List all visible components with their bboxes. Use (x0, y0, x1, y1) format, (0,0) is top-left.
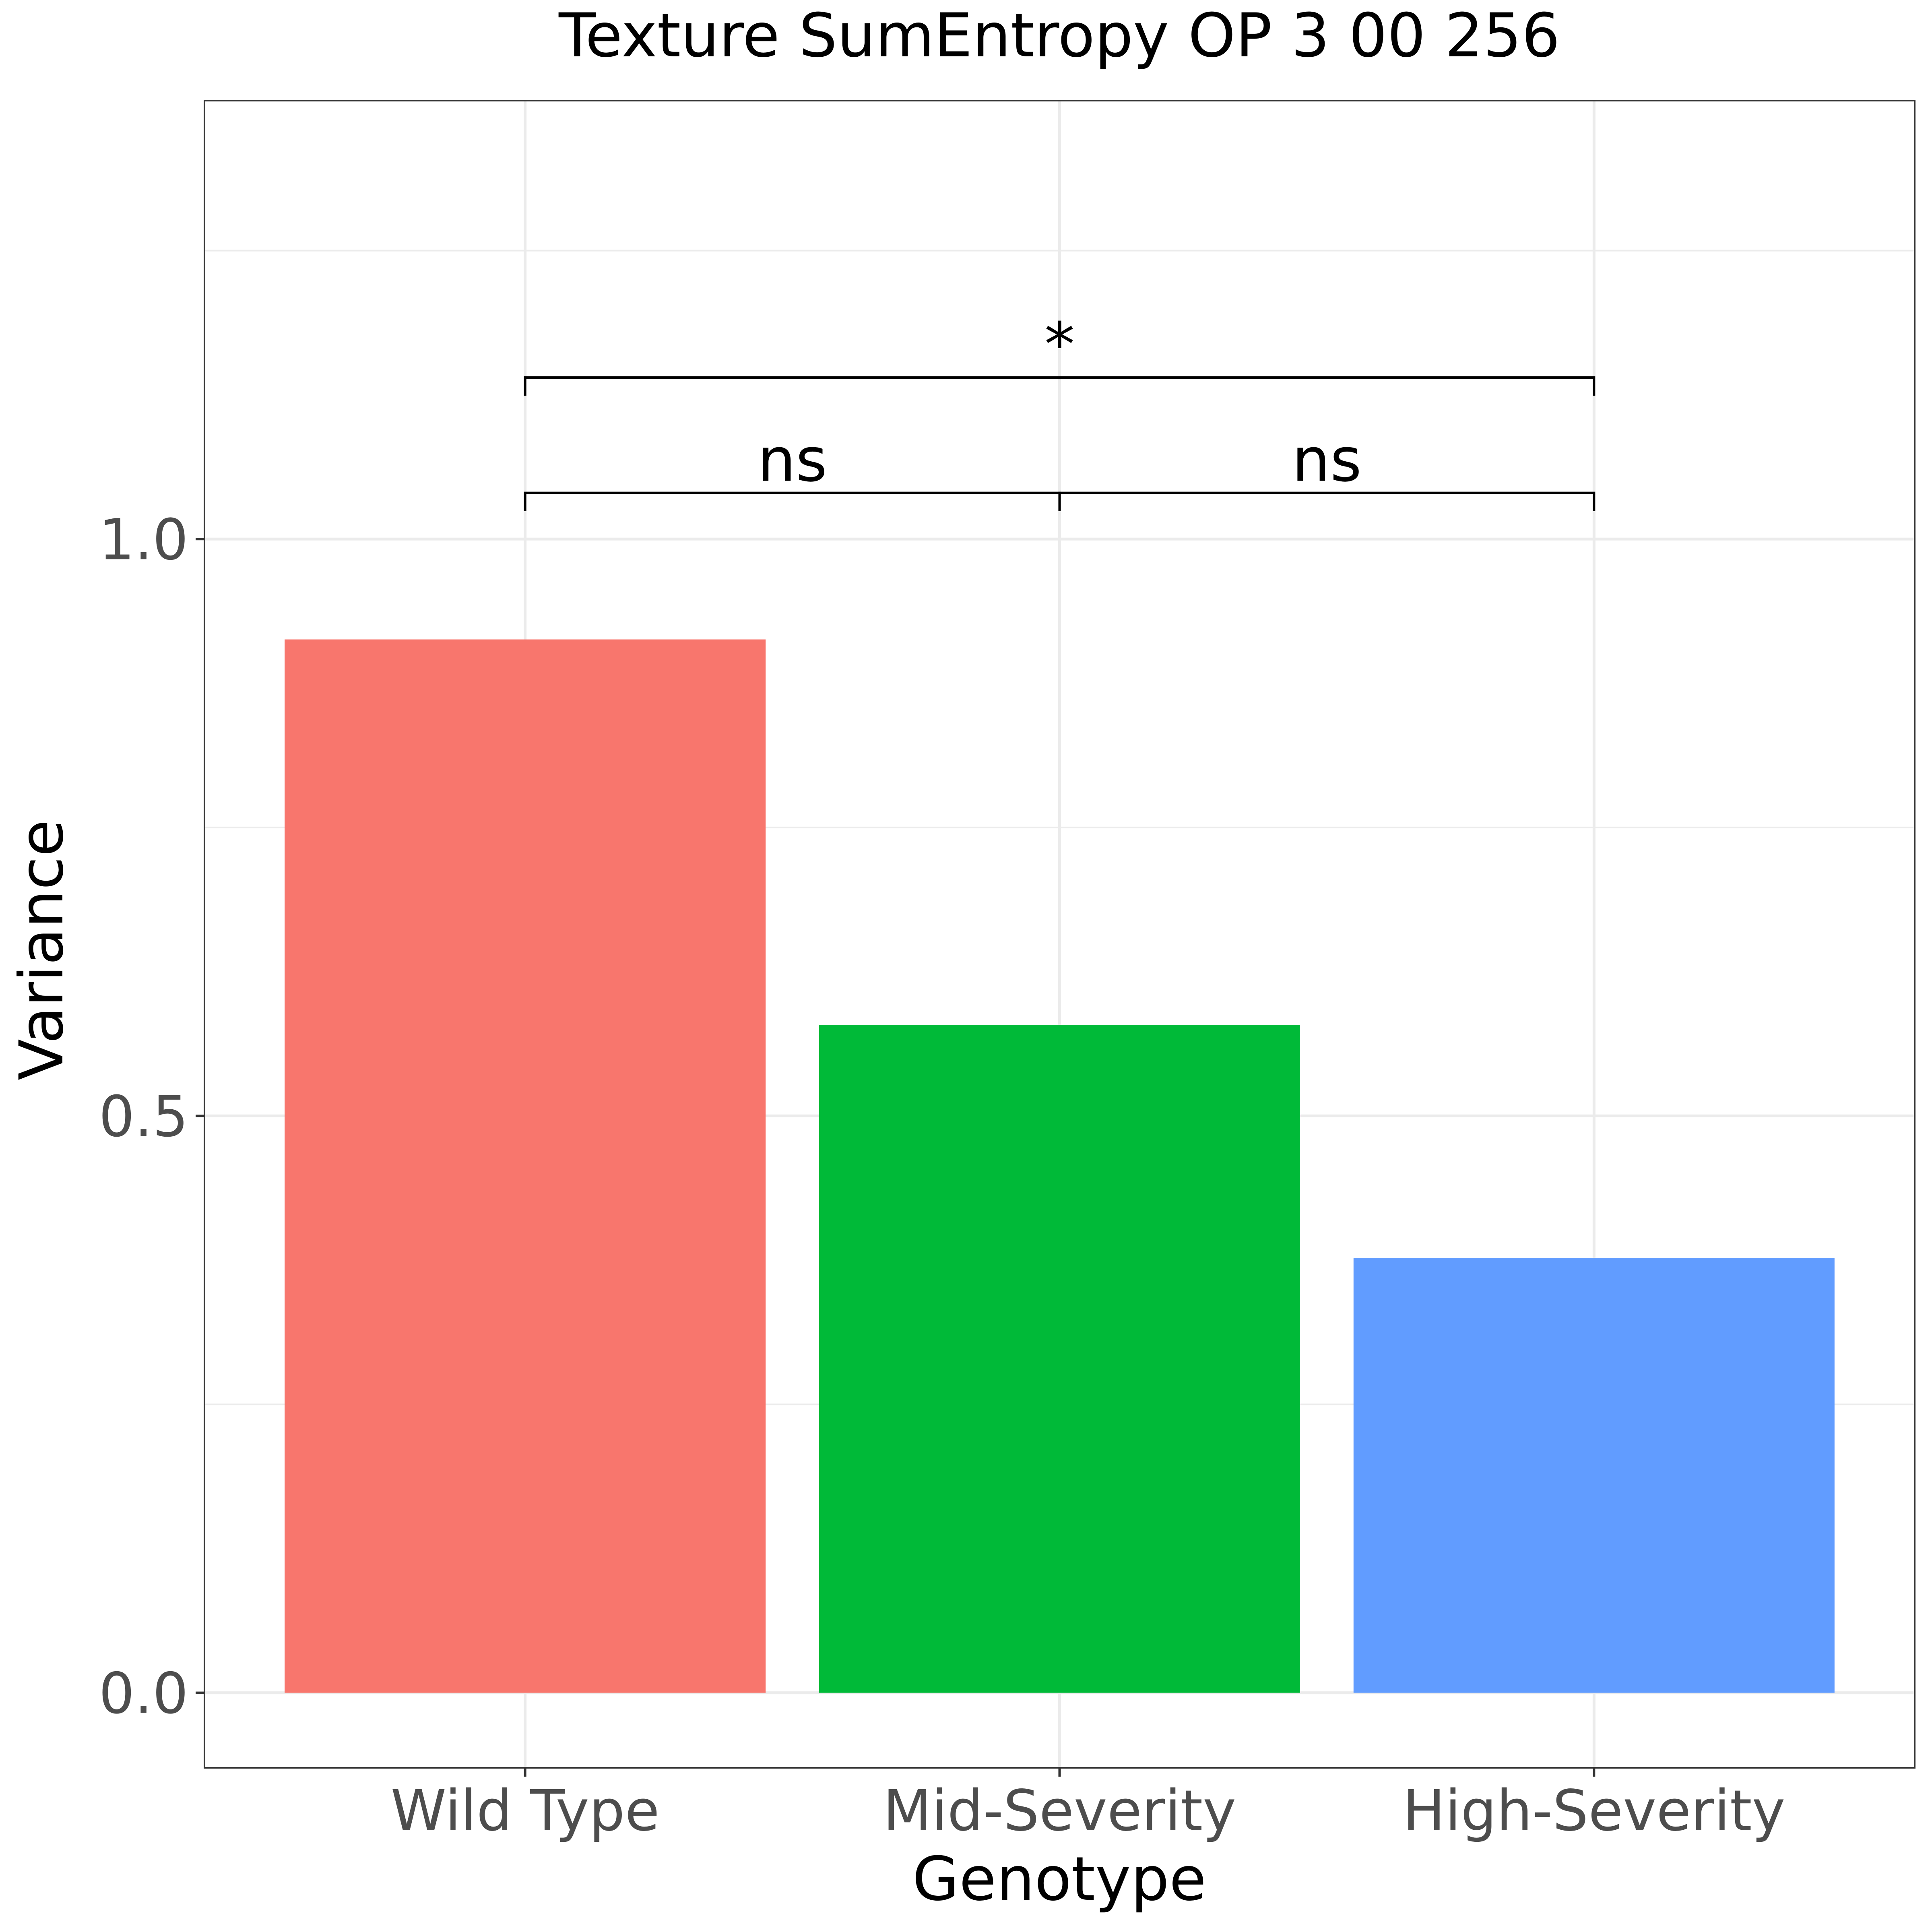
x-tick-label: High-Severity (1403, 1778, 1785, 1844)
significance-label: ns (1292, 425, 1362, 495)
significance-bracket (524, 376, 1596, 396)
significance-label: ns (758, 425, 827, 495)
x-axis: Wild Type Mid-Severity High-Severity (391, 1768, 1785, 1844)
y-axis: 0.0 0.5 1.0 (99, 507, 204, 1727)
bars (285, 639, 1835, 1693)
bar-mid-severity (819, 1025, 1300, 1693)
significance-label: * (1044, 310, 1075, 380)
significance-bracket (1058, 491, 1596, 511)
y-tick-label: 0.0 (99, 1661, 188, 1727)
bar-wild-type (285, 639, 766, 1693)
significance-annotations: ns ns * (524, 310, 1596, 511)
y-tick-label: 1.0 (99, 507, 188, 573)
y-tick-label: 0.5 (99, 1084, 188, 1150)
chart-title: Texture SumEntropy OP 3 00 256 (558, 1, 1560, 71)
bar-high-severity (1353, 1258, 1835, 1693)
x-tick-label: Mid-Severity (883, 1778, 1236, 1844)
x-axis-title: Genotype (912, 1844, 1206, 1914)
x-tick-label: Wild Type (391, 1778, 660, 1844)
y-axis-title: Variance (7, 819, 77, 1080)
